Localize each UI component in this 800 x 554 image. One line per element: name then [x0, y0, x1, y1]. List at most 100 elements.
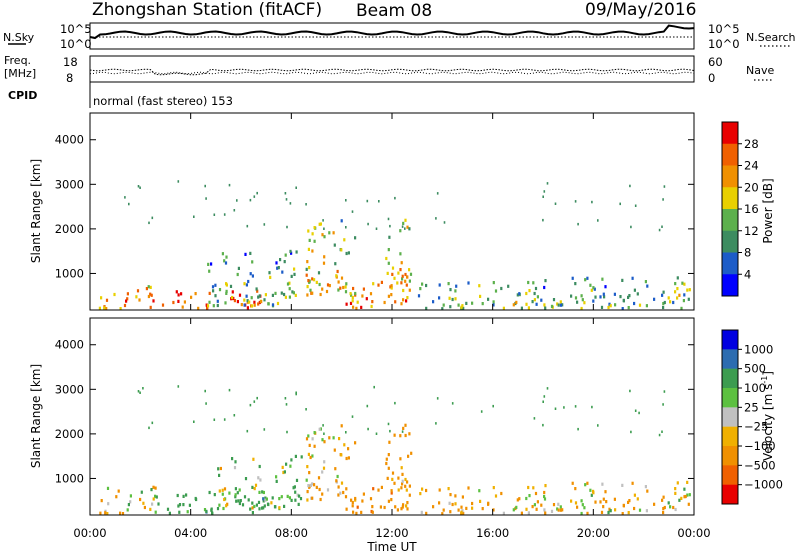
range-time-cell: [601, 277, 604, 281]
range-time-cell: [492, 281, 495, 285]
range-time-cell: [284, 397, 287, 400]
range-time-cell: [225, 291, 228, 295]
range-time-cell: [546, 387, 549, 390]
range-time-cell: [449, 288, 452, 292]
range-time-cell: [658, 228, 661, 232]
range-time-cell: [393, 481, 396, 485]
range-time-cell: [154, 494, 157, 498]
range-time-cell: [608, 302, 611, 306]
range-time-cell: [502, 511, 505, 515]
range-time-cell: [262, 497, 265, 501]
range-time-cell: [345, 431, 347, 434]
range-time-cell: [387, 466, 390, 470]
range-time-cell: [249, 272, 252, 276]
range-time-cell: [361, 294, 364, 298]
range-time-cell: [638, 508, 642, 512]
range-time-cell: [293, 485, 296, 489]
range-time-cell: [340, 248, 343, 252]
range-time-cell: [393, 433, 396, 437]
range-time-cell: [224, 261, 228, 265]
range-time-cell: [193, 215, 195, 218]
range-time-cell: [373, 385, 375, 389]
colorbar-tick-label: 24: [744, 159, 759, 173]
y-tick-label: 4000: [55, 133, 84, 147]
range-time-cell: [317, 476, 321, 480]
range-time-cell: [258, 507, 261, 511]
range-time-cell: [280, 291, 283, 295]
range-time-cell: [126, 297, 129, 301]
range-time-cell: [449, 493, 452, 497]
range-time-cell: [583, 506, 586, 510]
range-time-cell: [216, 303, 219, 308]
freq-label: Freq.: [4, 54, 31, 67]
range-time-cell: [406, 225, 409, 229]
range-time-cell: [139, 186, 141, 189]
range-time-cell: [507, 284, 510, 288]
range-time-cell: [512, 508, 515, 512]
range-time-cell: [306, 285, 309, 289]
range-time-cell: [295, 186, 297, 189]
range-time-cell: [369, 497, 373, 501]
colorbar-tick-label: 12: [744, 224, 759, 238]
range-time-cell: [361, 499, 364, 503]
range-time-cell: [308, 266, 311, 270]
range-time-cell: [236, 199, 238, 202]
range-time-cell: [274, 505, 277, 509]
range-time-cell: [311, 277, 314, 281]
range-time-cell: [300, 455, 303, 459]
range-time-cell: [218, 489, 221, 493]
range-time-cell: [197, 306, 200, 310]
range-time-cell: [400, 281, 403, 285]
range-time-cell: [544, 511, 547, 515]
range-time-cell: [621, 307, 624, 311]
range-time-cell: [527, 485, 530, 490]
range-time-cell: [271, 303, 275, 307]
range-time-cell: [332, 231, 335, 235]
range-time-cell: [255, 503, 258, 507]
range-time-cell: [333, 448, 336, 452]
range-time-cell: [391, 272, 394, 276]
range-time-cell: [543, 490, 546, 495]
range-time-cell: [584, 278, 587, 282]
range-time-cell: [629, 184, 631, 188]
range-time-cell: [386, 476, 389, 480]
range-time-cell: [323, 440, 326, 444]
range-time-cell: [352, 286, 355, 291]
range-time-cell: [370, 304, 373, 309]
range-time-cell: [264, 293, 267, 297]
power-colorbar: 28 24 20 16 12 8 4: [722, 122, 759, 297]
range-time-cell: [367, 222, 369, 226]
range-time-cell: [204, 389, 206, 393]
range-time-cell: [613, 292, 616, 296]
range-time-cell: [306, 465, 309, 469]
range-time-cell: [243, 298, 246, 302]
range-time-cell: [533, 298, 536, 302]
range-time-cell: [405, 283, 408, 287]
range-time-cell: [223, 418, 226, 421]
range-time-cell: [621, 278, 624, 282]
range-time-cell: [662, 510, 665, 515]
date-label: 09/May/2016: [585, 0, 697, 20]
range-time-cell: [599, 500, 602, 504]
colorbar-swatch: [722, 446, 738, 466]
range-time-cell: [400, 261, 403, 265]
range-time-cell: [515, 300, 518, 304]
range-time-cell: [322, 219, 324, 222]
range-time-cell: [633, 301, 636, 306]
range-time-cell: [306, 260, 309, 264]
range-time-cell: [168, 511, 171, 515]
range-time-cell: [478, 284, 481, 288]
cpid-label: CPID: [8, 89, 37, 102]
range-time-cell: [669, 505, 672, 509]
range-time-cell: [520, 306, 523, 310]
range-time-cell: [591, 405, 593, 409]
range-time-cell: [285, 403, 288, 406]
range-time-cell: [349, 292, 352, 296]
range-time-cell: [557, 303, 560, 307]
range-time-cell: [390, 491, 393, 495]
range-time-cell: [580, 511, 583, 516]
range-time-cell: [249, 198, 252, 202]
range-time-cell: [117, 489, 120, 493]
range-time-cell: [676, 296, 679, 300]
